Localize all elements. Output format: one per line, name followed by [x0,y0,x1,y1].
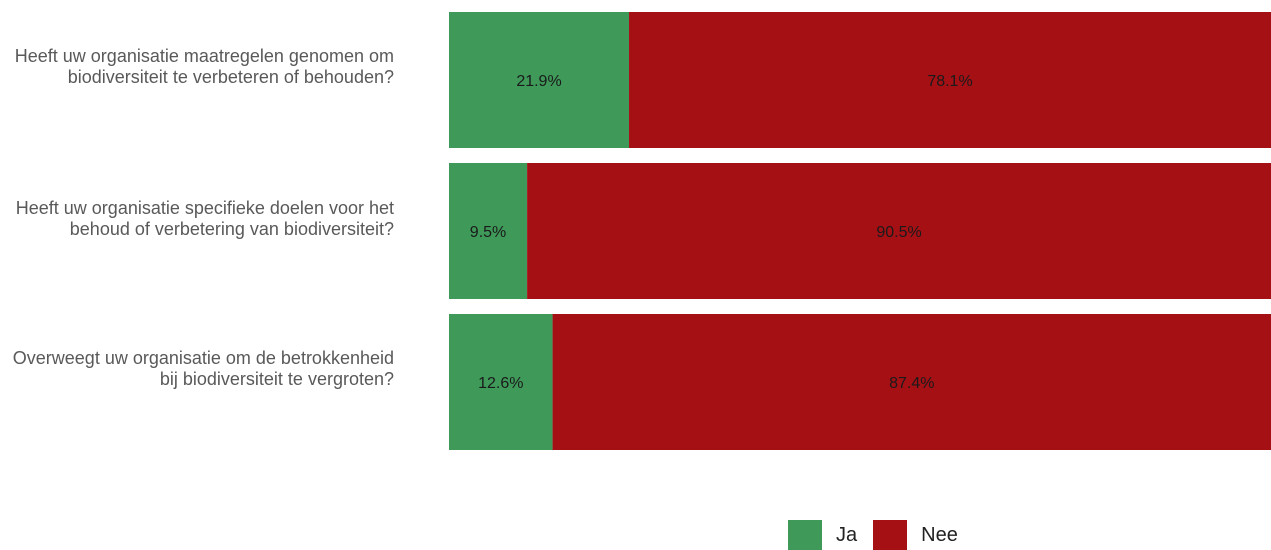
legend: Ja Nee [788,520,974,550]
category-label-3: Overweegt uw organisatie om de betrokken… [0,348,394,390]
data-label-nee-2: 90.5% [876,224,921,241]
legend-label-ja: Ja [836,524,857,547]
data-label-ja-2: 9.5% [470,224,506,241]
legend-item-nee: Nee [873,520,958,550]
legend-label-nee: Nee [921,524,958,547]
legend-item-ja: Ja [788,520,857,550]
category-label-1: Heeft uw organisatie maatregelen genomen… [0,46,394,88]
legend-swatch-ja [788,520,822,550]
category-label-2: Heeft uw organisatie specifieke doelen v… [0,198,394,240]
data-label-nee-1: 78.1% [927,73,972,90]
data-label-ja-1: 21.9% [516,73,561,90]
legend-swatch-nee [873,520,907,550]
data-label-nee-3: 87.4% [889,375,934,392]
data-label-ja-3: 12.6% [478,375,523,392]
